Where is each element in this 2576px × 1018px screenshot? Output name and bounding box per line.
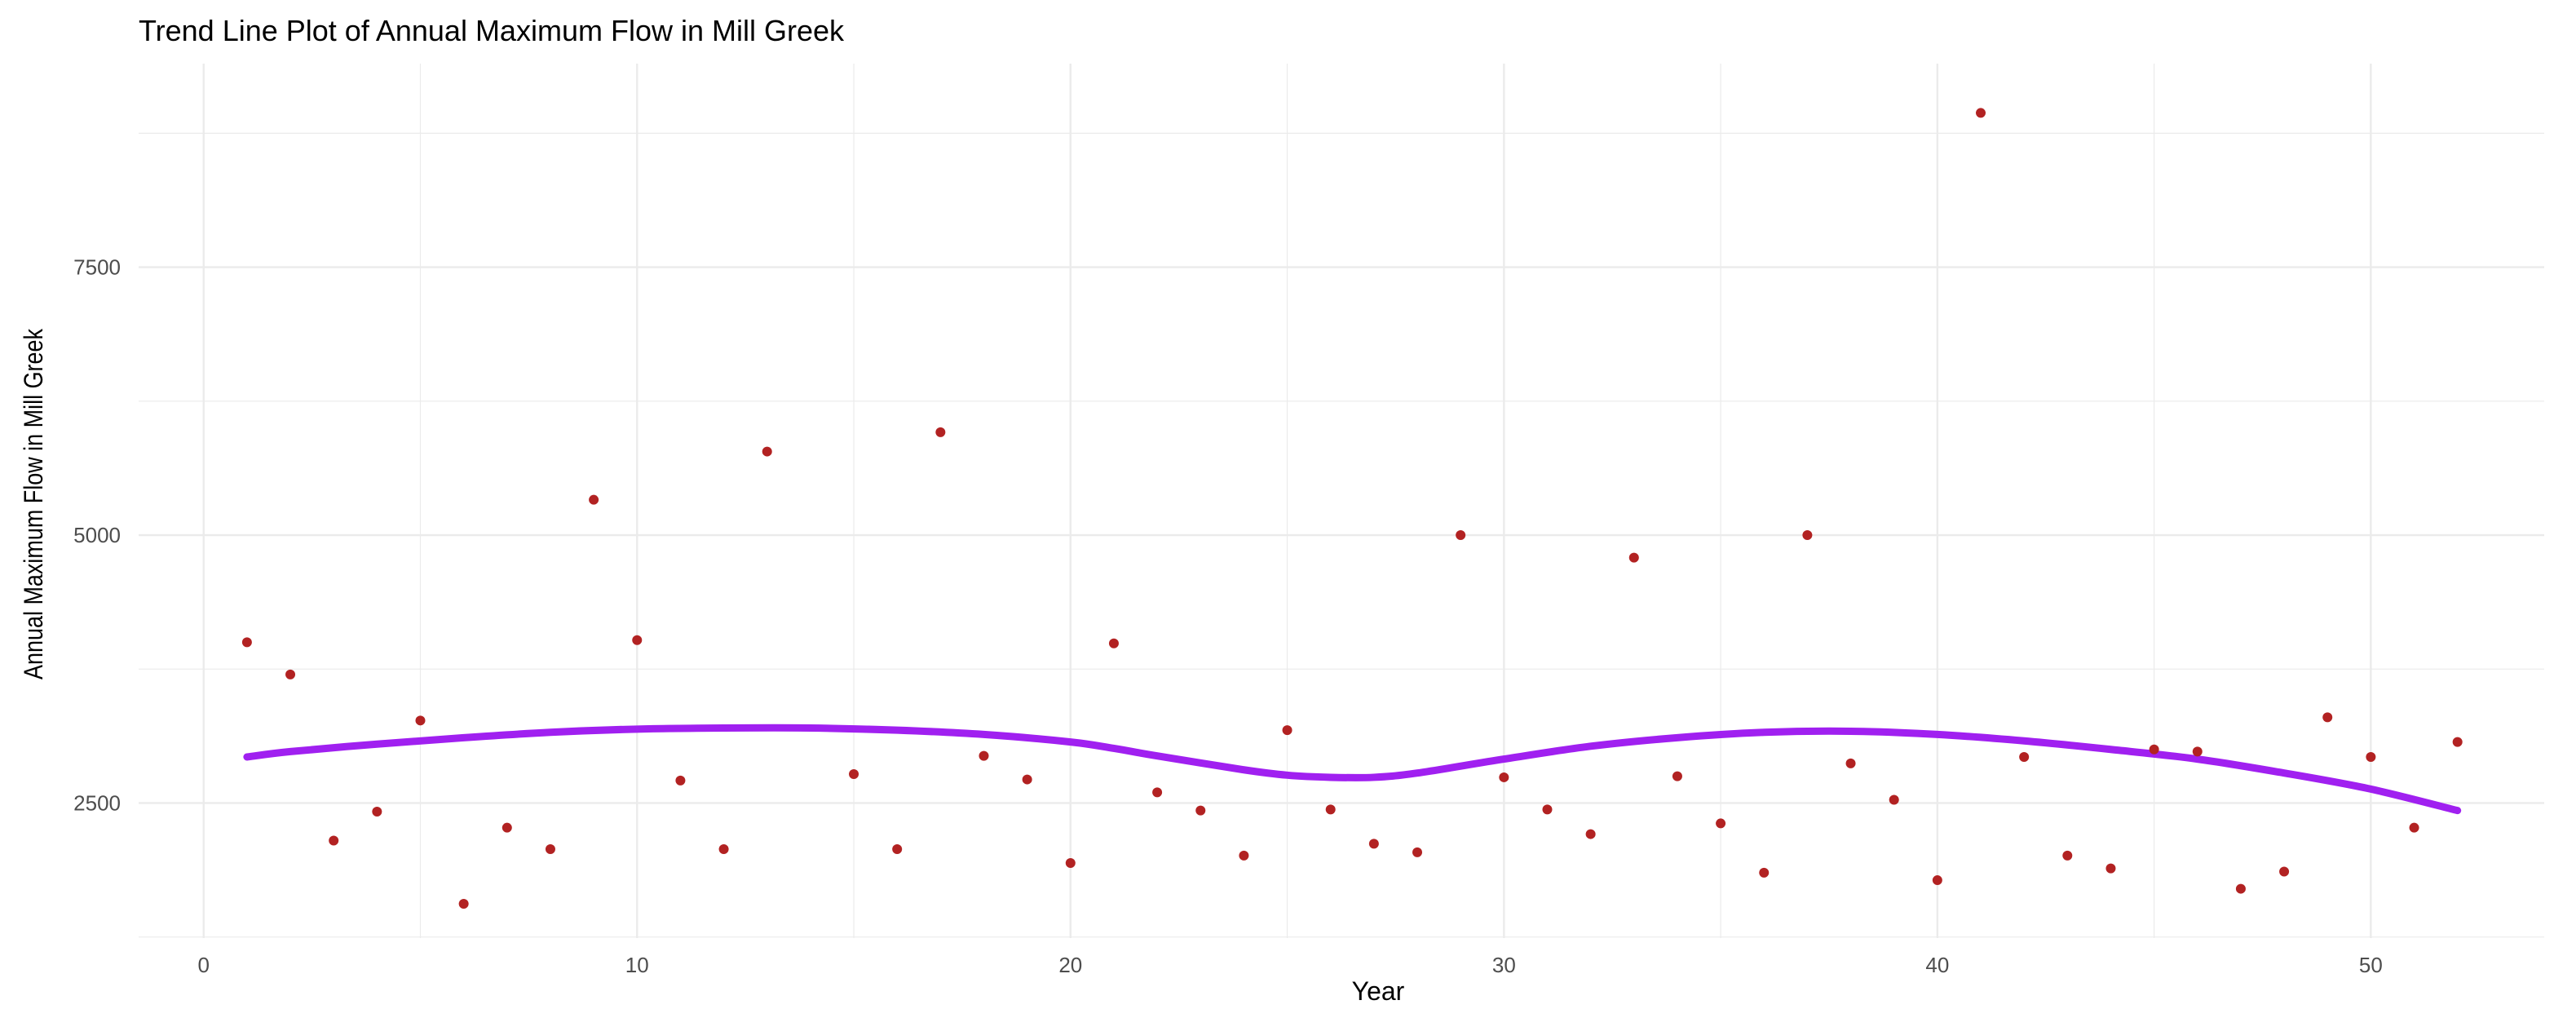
data-point	[2235, 883, 2246, 894]
data-point	[2279, 866, 2290, 877]
data-point	[1108, 638, 1119, 648]
data-point	[1628, 552, 1639, 563]
data-point	[2105, 863, 2116, 874]
data-point	[979, 750, 989, 761]
data-point	[1499, 772, 1509, 782]
data-point	[1239, 850, 1249, 861]
data-point	[1195, 805, 1206, 816]
x-tick-label: 50	[2359, 953, 2383, 977]
data-point	[675, 775, 686, 786]
data-point	[2192, 746, 2203, 757]
data-point	[1672, 771, 1682, 781]
data-point	[1932, 875, 1942, 886]
data-point	[2366, 751, 2376, 762]
data-point	[285, 669, 296, 679]
data-point	[415, 715, 426, 726]
data-point	[632, 635, 643, 645]
y-tick-label: 2500	[73, 790, 121, 815]
data-point	[1412, 847, 1423, 857]
trend-line-layer	[243, 724, 2462, 815]
data-point	[849, 769, 859, 779]
data-point	[1585, 829, 1596, 839]
grid-minor	[139, 64, 2544, 938]
data-point	[1325, 804, 1336, 815]
data-point	[1759, 867, 1770, 878]
data-point	[2322, 712, 2333, 723]
data-point	[1022, 774, 1032, 785]
chart-title: Trend Line Plot of Annual Maximum Flow i…	[139, 14, 845, 47]
data-point	[329, 835, 339, 846]
data-point	[1542, 804, 1553, 815]
data-point	[1282, 725, 1292, 736]
data-points	[241, 108, 2463, 909]
x-tick-label: 30	[1492, 953, 1516, 977]
data-point	[372, 806, 382, 817]
y-tick-label: 5000	[73, 523, 121, 547]
data-point	[1716, 818, 1726, 829]
y-axis-label: Annual Maximum Flow in Mill Greek	[19, 328, 48, 679]
data-point	[2409, 822, 2419, 833]
data-point	[545, 843, 555, 854]
grid-major	[139, 64, 2544, 938]
data-point	[2452, 737, 2463, 747]
trend-line	[243, 724, 2462, 815]
data-point	[1065, 858, 1076, 869]
x-tick-label: 20	[1058, 953, 1082, 977]
data-point	[2062, 850, 2073, 861]
data-point	[1889, 794, 1899, 805]
data-point	[458, 898, 469, 909]
data-point	[1976, 108, 1986, 118]
data-point	[241, 637, 252, 648]
y-axis-ticks: 2500 5000 7500	[73, 255, 121, 816]
data-point	[2019, 751, 2030, 762]
data-point	[589, 494, 599, 505]
data-point	[1802, 530, 1813, 541]
data-point	[718, 843, 729, 854]
data-point	[1152, 787, 1163, 798]
x-axis-ticks: 0 10 20 30 40 50	[197, 953, 2382, 977]
data-point	[502, 822, 512, 833]
x-axis-label: Year	[1352, 976, 1405, 1006]
data-point	[892, 843, 903, 854]
x-tick-label: 10	[625, 953, 649, 977]
x-tick-label: 40	[1925, 953, 1949, 977]
data-point	[1845, 758, 1856, 768]
data-point	[935, 427, 946, 437]
y-tick-label: 7500	[73, 255, 121, 280]
data-point	[2149, 744, 2159, 755]
data-point	[762, 446, 772, 457]
data-point	[1368, 839, 1379, 849]
data-point	[1456, 530, 1466, 541]
x-tick-label: 0	[197, 953, 209, 977]
